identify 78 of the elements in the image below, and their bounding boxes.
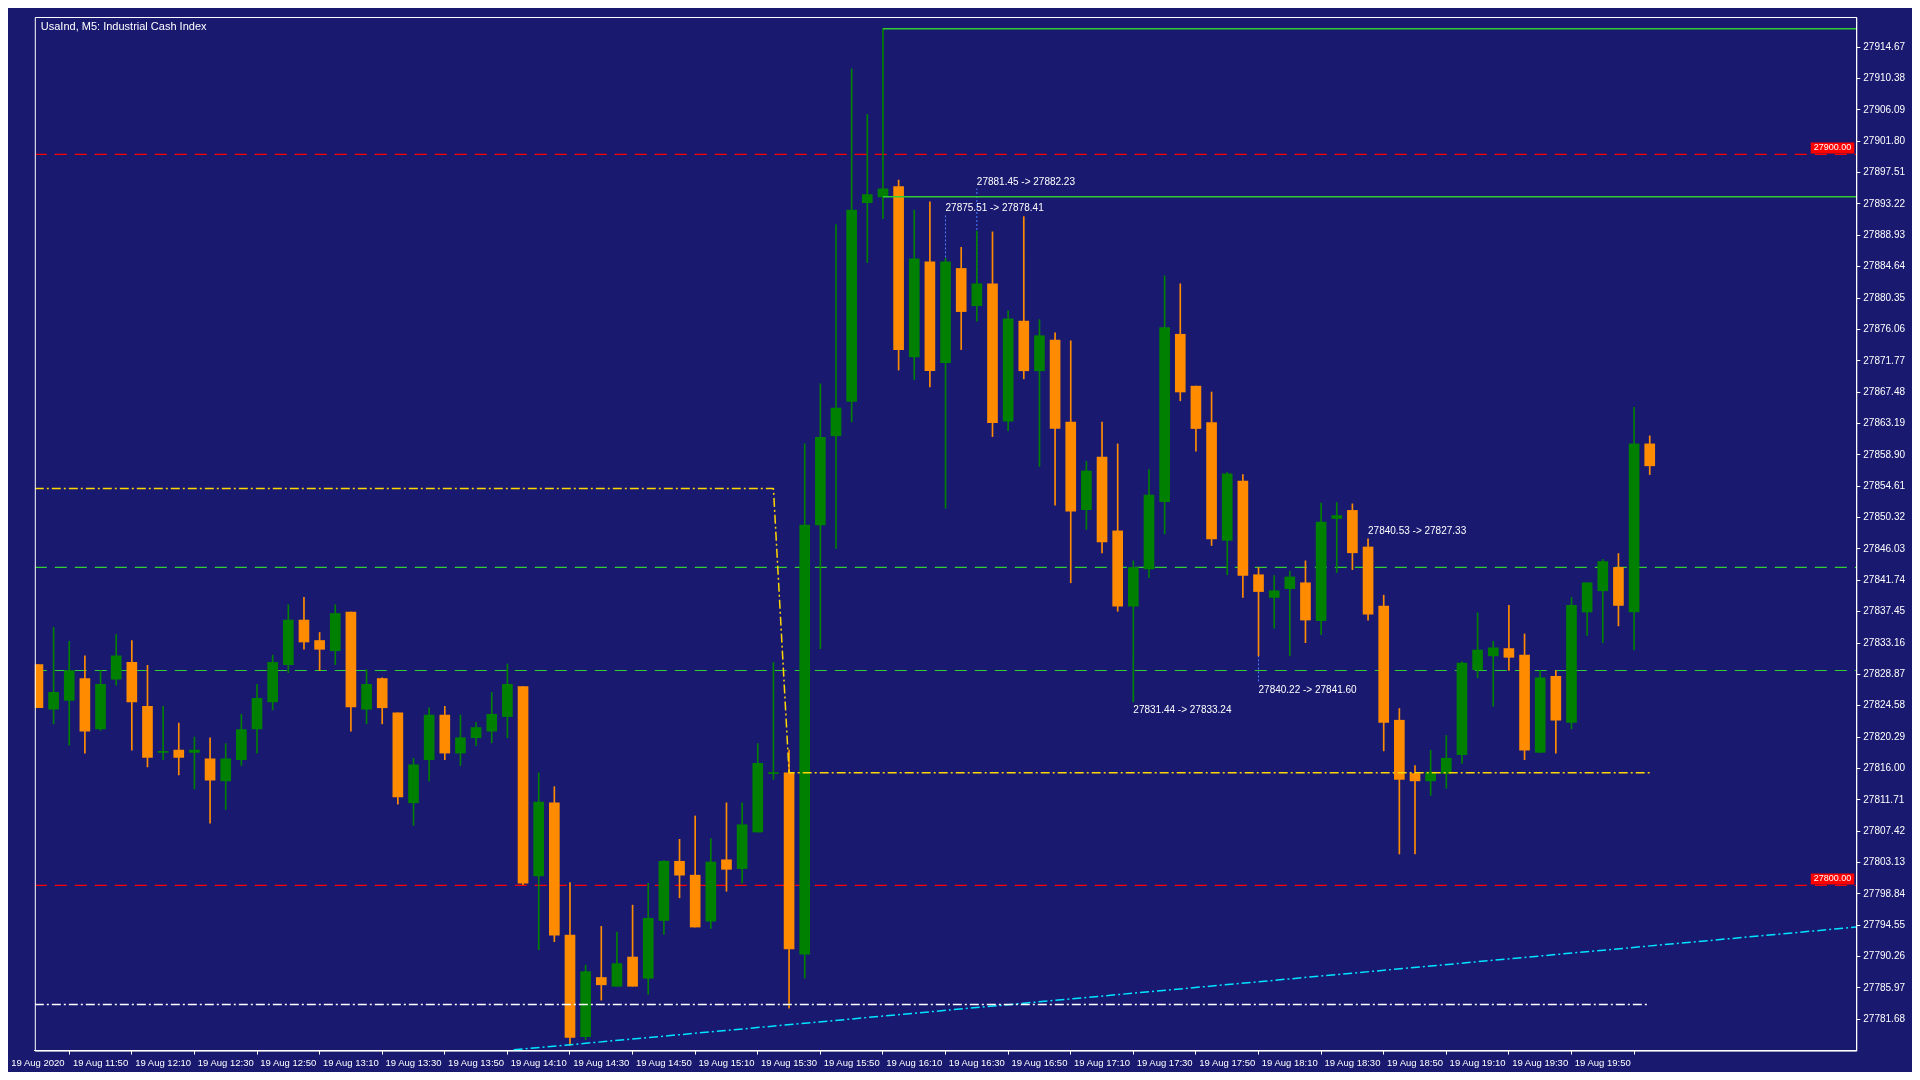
x-tick-label: 19 Aug 12:30: [197, 1056, 254, 1068]
y-tick-label: 27897.51: [1863, 166, 1906, 178]
x-tick-label: 19 Aug 15:50: [823, 1056, 880, 1068]
annotation: 27840.53 -> 27827.33: [1368, 524, 1467, 536]
y-tick-label: 27837.45: [1863, 605, 1906, 617]
y-tick-label: 27816.00: [1863, 762, 1906, 774]
x-tick-label: 19 Aug 15:30: [761, 1056, 818, 1068]
candlestick: [173, 722, 185, 776]
x-tick-label: 19 Aug 2020: [11, 1056, 65, 1068]
x-tick-label: 19 Aug 14:30: [573, 1056, 630, 1068]
y-tick-label: 27790.26: [1863, 950, 1906, 962]
x-tick-label: 19 Aug 13:50: [448, 1056, 505, 1068]
y-tick-label: 27906.09: [1863, 103, 1906, 115]
annotation: 27831.44 -> 27833.24: [1133, 703, 1232, 715]
candlestick: [595, 926, 607, 1001]
y-tick-label: 27914.67: [1863, 40, 1906, 52]
x-tick-label: 19 Aug 17:50: [1199, 1056, 1256, 1068]
candlestick: [1503, 605, 1515, 671]
y-tick-label: 27803.13: [1863, 856, 1906, 868]
x-tick-label: 19 Aug 13:30: [385, 1056, 442, 1068]
x-tick-label: 19 Aug 17:30: [1136, 1056, 1193, 1068]
y-tick-label: 27841.74: [1863, 574, 1906, 586]
x-tick-label: 19 Aug 11:50: [72, 1056, 129, 1068]
x-tick-label: 19 Aug 17:10: [1074, 1056, 1131, 1068]
x-tick-label: 19 Aug 14:50: [635, 1056, 692, 1068]
candlestick: [1284, 570, 1296, 657]
y-tick-label: 27901.80: [1863, 135, 1906, 147]
chart-title: UsaInd, M5: Industrial Cash Index: [40, 19, 207, 32]
ref-line-label: 27800.00: [1813, 873, 1852, 884]
candlestick: [830, 224, 842, 549]
candlestick: [861, 113, 873, 263]
y-tick-label: 27854.61: [1863, 479, 1906, 491]
y-tick-label: 27910.38: [1863, 72, 1906, 84]
x-tick-label: 19 Aug 19:30: [1512, 1056, 1569, 1068]
y-tick-label: 27846.03: [1863, 542, 1906, 554]
y-tick-label: 27807.42: [1863, 824, 1906, 836]
y-tick-label: 27880.35: [1863, 291, 1906, 303]
annotation: 27840.22 -> 27841.60: [1258, 683, 1358, 695]
x-tick-label: 19 Aug 18:10: [1261, 1056, 1318, 1068]
x-tick-label: 19 Aug 12:10: [135, 1056, 192, 1068]
y-tick-label: 27820.29: [1863, 730, 1906, 742]
x-tick-label: 19 Aug 16:30: [948, 1056, 1005, 1068]
candlestick: [204, 737, 216, 824]
x-tick-label: 19 Aug 18:30: [1324, 1056, 1381, 1068]
y-tick-label: 27893.22: [1863, 197, 1906, 209]
y-tick-label: 27867.48: [1863, 385, 1906, 397]
y-tick-label: 27811.71: [1863, 793, 1905, 805]
ref-line-label: 27900.00: [1813, 142, 1852, 153]
y-tick-label: 27858.90: [1863, 448, 1906, 460]
y-tick-label: 27863.19: [1863, 417, 1906, 429]
x-tick-label: 19 Aug 19:50: [1574, 1056, 1631, 1068]
annotation: 27881.45 -> 27882.23: [976, 176, 1076, 188]
y-tick-label: 27833.16: [1863, 636, 1906, 648]
x-tick-label: 19 Aug 12:50: [260, 1056, 317, 1068]
y-tick-label: 27824.58: [1863, 699, 1906, 711]
x-tick-label: 19 Aug 15:10: [698, 1056, 755, 1068]
y-tick-label: 27828.87: [1863, 668, 1906, 680]
y-tick-label: 27781.68: [1863, 1013, 1906, 1025]
candlestick: [877, 28, 889, 220]
candlestick: [1268, 575, 1280, 629]
y-tick-label: 27850.32: [1863, 511, 1906, 523]
y-tick-label: 27798.84: [1863, 887, 1906, 899]
y-tick-label: 27884.64: [1863, 260, 1906, 272]
annotation: 27875.51 -> 27878.41: [945, 202, 1045, 214]
y-tick-label: 27785.97: [1863, 981, 1906, 993]
x-tick-label: 19 Aug 16:50: [1011, 1056, 1068, 1068]
candlestick: [157, 705, 169, 760]
candlestick: [1487, 640, 1499, 707]
candlestick: [1331, 502, 1343, 573]
y-tick-label: 27888.93: [1863, 229, 1906, 241]
x-tick-label: 19 Aug 14:10: [510, 1056, 567, 1068]
x-tick-label: 19 Aug 16:10: [886, 1056, 943, 1068]
y-tick-label: 27871.77: [1863, 354, 1906, 366]
y-tick-label: 27794.55: [1863, 918, 1906, 930]
x-tick-label: 19 Aug 13:10: [322, 1056, 379, 1068]
x-tick-label: 19 Aug 18:50: [1387, 1056, 1443, 1068]
x-tick-label: 19 Aug 19:10: [1449, 1056, 1506, 1068]
y-tick-label: 27876.06: [1863, 323, 1906, 335]
